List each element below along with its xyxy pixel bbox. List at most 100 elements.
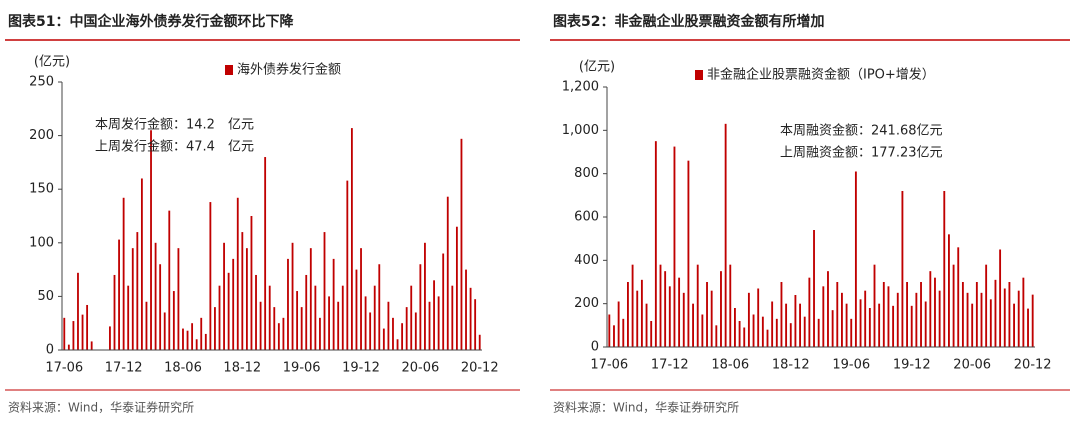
x-tick-label: 18-06	[711, 358, 749, 373]
bar	[627, 282, 629, 347]
bar	[934, 277, 936, 347]
bar	[273, 307, 276, 350]
bar	[465, 269, 467, 350]
bar	[428, 301, 431, 350]
bar	[980, 292, 983, 347]
bar	[337, 301, 340, 350]
x-tick-label: 17-12	[105, 361, 143, 376]
bar	[943, 191, 946, 347]
bar	[961, 282, 964, 347]
annotation: 本周发行金额：14.2 亿元	[95, 117, 254, 133]
y-tick-label: 100	[29, 235, 54, 250]
bar	[771, 301, 774, 347]
x-tick-label: 19-12	[342, 361, 380, 376]
bar	[948, 234, 950, 347]
bar	[794, 295, 797, 347]
bar	[218, 285, 221, 350]
bar	[710, 290, 713, 347]
bar	[780, 282, 783, 347]
bar	[232, 258, 235, 350]
x-tick-label: 19-06	[283, 361, 321, 376]
bar	[214, 307, 216, 350]
bar	[277, 323, 280, 350]
bar	[63, 317, 66, 350]
bar	[264, 157, 267, 350]
bar	[664, 271, 667, 347]
bar	[864, 290, 867, 347]
legend-swatch	[695, 70, 703, 80]
y-unit: (亿元)	[34, 55, 70, 70]
bar	[920, 282, 922, 347]
chart-title: 图表51：中国企业海外债券发行金额环比下降	[8, 13, 294, 30]
bar	[241, 232, 244, 350]
bar	[282, 317, 285, 350]
bar	[1031, 294, 1034, 347]
bar	[929, 271, 932, 347]
bar	[437, 296, 440, 350]
bar	[433, 280, 435, 350]
bar	[259, 301, 262, 350]
bar	[631, 264, 634, 347]
bar	[182, 328, 184, 350]
bar	[850, 318, 853, 347]
bar	[803, 316, 806, 347]
bar	[245, 248, 248, 350]
bar	[975, 282, 978, 347]
x-tick-label: 18-06	[164, 361, 202, 376]
bar	[650, 321, 653, 347]
bar	[113, 274, 116, 350]
bar	[734, 308, 736, 347]
bar	[678, 277, 681, 347]
bar	[419, 264, 422, 350]
bar	[191, 323, 194, 350]
bar	[136, 232, 139, 350]
bar	[378, 264, 381, 350]
y-tick-label: 200	[29, 128, 54, 143]
bar	[636, 290, 639, 347]
y-tick-label: 0	[591, 340, 599, 355]
bar	[813, 230, 815, 347]
bar	[836, 282, 839, 347]
bar	[845, 303, 848, 347]
bar	[131, 248, 134, 350]
bar	[682, 292, 685, 347]
bar	[478, 334, 481, 350]
bar	[957, 247, 960, 347]
y-tick-label: 1,000	[562, 123, 599, 138]
bar	[808, 277, 811, 347]
bar	[227, 272, 230, 350]
bar	[332, 258, 335, 350]
y-tick-label: 250	[29, 75, 54, 90]
bar	[785, 303, 788, 347]
bar	[387, 301, 390, 350]
bar	[90, 341, 93, 350]
bar	[668, 286, 671, 347]
bar	[150, 130, 152, 350]
y-unit: (亿元)	[579, 60, 615, 75]
bar	[645, 303, 648, 347]
x-tick-label: 17-12	[651, 358, 689, 373]
x-tick-label: 18-12	[772, 358, 810, 373]
bar	[692, 303, 694, 347]
bar	[474, 299, 477, 350]
bar	[613, 325, 615, 347]
y-tick-label: 1,200	[562, 80, 599, 95]
bar	[775, 318, 778, 347]
bar	[268, 285, 271, 350]
bar	[1003, 288, 1006, 347]
y-tick-label: 600	[574, 210, 599, 225]
bar	[789, 323, 792, 347]
bar	[752, 314, 755, 347]
bar	[696, 264, 699, 347]
bar	[827, 271, 829, 347]
bar	[296, 291, 299, 350]
bar	[396, 339, 399, 350]
bar	[999, 249, 1002, 347]
bar	[414, 312, 417, 350]
bar	[924, 301, 927, 347]
bar	[715, 325, 718, 347]
bar	[86, 304, 89, 350]
bar	[77, 272, 79, 350]
bar	[878, 303, 881, 347]
bar	[236, 197, 239, 350]
